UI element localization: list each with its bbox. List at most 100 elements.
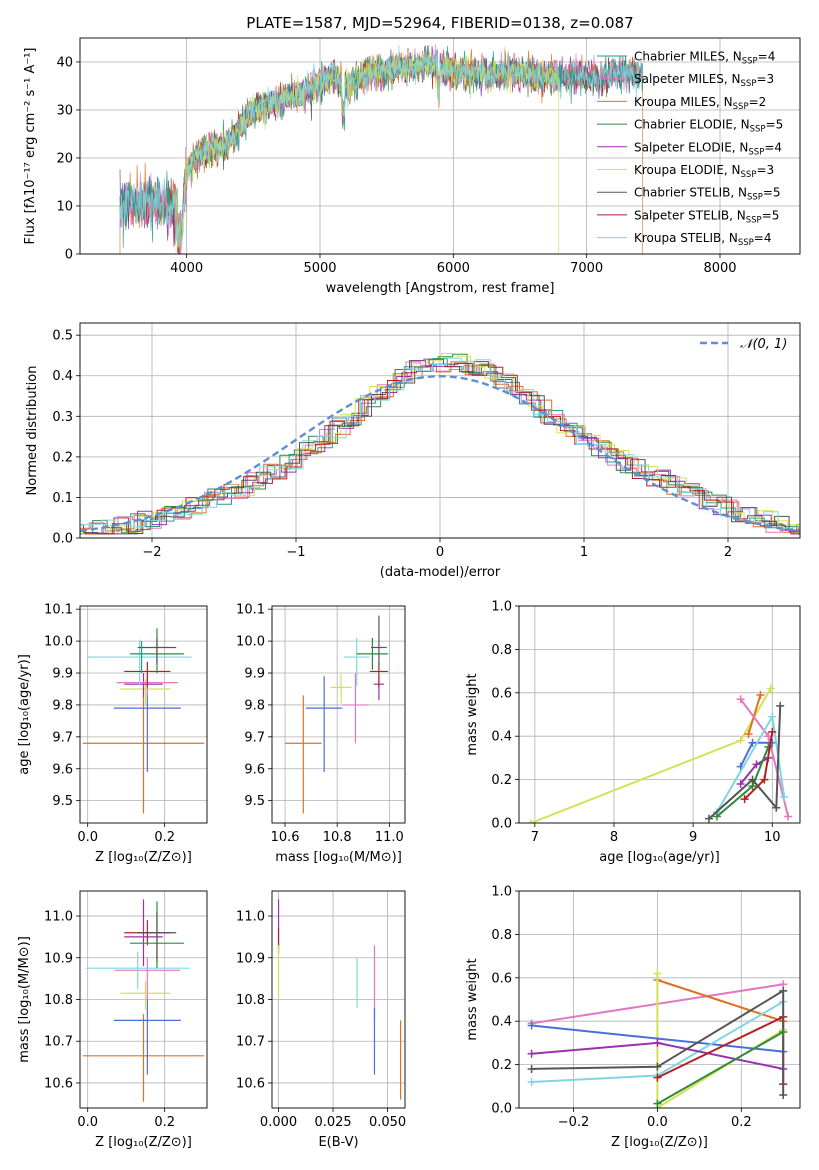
x-tick-label: 7 (531, 830, 539, 845)
z_vs_age-ylabel: age [log₁₀(age/yr)] (17, 654, 32, 775)
residuals-frame (79, 322, 801, 539)
y-tick-label: 9.9 (244, 667, 265, 682)
y-tick-label: 10.9 (236, 951, 265, 966)
age_vs_massweight-ylabel: mass weight (465, 673, 480, 755)
x-tick-label: 10 (764, 830, 781, 845)
legend-entry: Salpeter ELODIE, NSSP=4 (634, 140, 782, 157)
y-tick-label: 11.0 (44, 910, 73, 925)
age_vs_massweight-plot-area (526, 684, 793, 823)
massweight-series-line (716, 713, 786, 813)
y-tick-label: 0.8 (491, 928, 512, 943)
z_vs_mass-plot-area (82, 899, 205, 1102)
y-tick-label: 9.5 (244, 794, 265, 809)
massweight-marker (526, 819, 535, 823)
y-tick-label: 0.6 (491, 686, 512, 701)
mass_vs_age-xlabel: mass [log₁₀(M/M⊙)] (275, 850, 402, 865)
y-tick-label: 11.0 (236, 910, 265, 925)
y-tick-label: 10.7 (236, 1035, 265, 1050)
massweight-marker (760, 775, 769, 784)
y-tick-label: 9.7 (52, 730, 73, 745)
massweight-marker (736, 736, 745, 745)
y-tick-label: 0.0 (52, 532, 73, 547)
spectrum-legend: Chabrier MILES, NSSP=4 Salpeter MILES, NS… (597, 50, 783, 248)
z_vs_age-ticks: 0.0 0.2 9.5 9.6 9.7 9.8 9.9 10.0 10.1 (44, 603, 175, 845)
z_vs_massweight-ylabel: mass weight (465, 958, 480, 1040)
x-tick-label: 10.6 (271, 830, 300, 845)
histogram-series-steps (80, 357, 800, 529)
spectrum-xlabel: wavelength [Angstrom, rest frame] (326, 281, 555, 296)
x-tick-label: 4000 (170, 261, 203, 276)
x-tick-label: −2 (142, 545, 161, 560)
y-tick-label: 0.4 (491, 1015, 512, 1030)
massweight-series-line (531, 989, 785, 1095)
spectrum-ylabel: Flux [fλ10⁻¹⁷ erg cm⁻² s⁻¹ A⁻¹] (23, 48, 38, 245)
x-tick-label: 0.000 (260, 1115, 297, 1130)
residuals-ylabel: Normed distribution (25, 366, 40, 496)
age_vs_massweight-xlabel: age [log₁₀(age/yr)] (599, 850, 720, 865)
massweight-marker (779, 986, 788, 995)
z_vs_massweight-plot-area (527, 969, 788, 1108)
y-tick-label: 0.0 (491, 1102, 512, 1117)
x-tick-label: 0.025 (314, 1115, 351, 1130)
spectrum-panel: 4000 5000 6000 7000 8000 0 10 20 30 40 wavelength … (23, 37, 801, 296)
x-tick-label: 8000 (703, 261, 736, 276)
z_vs_mass-xlabel: Z [log₁₀(Z/Z⊙)] (95, 1135, 192, 1150)
y-tick-label: 10.6 (44, 1076, 73, 1091)
massweight-marker (653, 1038, 662, 1047)
z_vs_mass-ylabel: mass [log₁₀(M/M⊙)] (17, 936, 32, 1063)
x-tick-label: 0.0 (77, 830, 98, 845)
massweight-marker (527, 1077, 536, 1086)
x-tick-label: −0.2 (558, 1115, 590, 1130)
y-tick-label: 10.1 (236, 603, 265, 618)
y-tick-label: 0.5 (52, 329, 73, 344)
y-tick-label: 9.9 (52, 667, 73, 682)
massweight-marker (779, 1090, 788, 1099)
legend-entry: Chabrier STELIB, NSSP=5 (634, 186, 781, 203)
x-tick-label: 6000 (437, 261, 470, 276)
y-tick-label: 40 (56, 56, 73, 71)
y-tick-label: 20 (56, 152, 73, 167)
y-tick-label: 10.6 (236, 1076, 265, 1091)
legend-entry: 𝒩(0, 1) (740, 337, 787, 352)
z_vs_age-panel: 0.0 0.2 9.5 9.6 9.7 9.8 9.9 10.0 10.1 Z [log₁₀(Z/… (17, 603, 208, 865)
z_vs_mass-panel: 0.0 0.2 10.6 10.7 10.8 10.9 11.0 Z [log₁₀(Z/Z⊙)… (17, 890, 208, 1150)
z_vs_age-plot-area (82, 628, 205, 814)
y-tick-label: 30 (56, 104, 73, 119)
x-tick-label: 7000 (570, 261, 603, 276)
ebv_vs_mass-panel: 0.000 0.025 0.050 10.6 10.7 10.8 10.9 11.0 E(B-V… (236, 890, 406, 1150)
z_vs_massweight-ticks: −0.2 0.0 0.2 0.0 0.2 0.4 0.6 0.8 1.0 (491, 885, 751, 1131)
y-tick-label: 9.8 (244, 698, 265, 713)
y-tick-label: 10.0 (44, 635, 73, 650)
massweight-marker (653, 969, 662, 978)
y-tick-label: 1.0 (491, 600, 512, 615)
residuals-panel: −2 −1 0 1 2 0.0 0.1 0.2 0.3 0.4 0.5 (data-model)/er… (25, 322, 801, 580)
massweight-marker (779, 1028, 788, 1037)
histogram-series-steps (80, 353, 800, 535)
massweight-marker (704, 814, 713, 823)
y-tick-label: 0.0 (491, 817, 512, 832)
y-tick-label: 10.8 (236, 993, 265, 1008)
massweight-marker (756, 690, 765, 699)
y-tick-label: 9.6 (244, 762, 265, 777)
massweight-marker (748, 775, 757, 784)
residuals-plot-area (80, 353, 800, 535)
legend-entry: Chabrier MILES, NSSP=4 (634, 50, 775, 67)
ebv_vs_mass-grid (272, 891, 405, 1108)
massweight-marker (527, 1049, 536, 1058)
spectrum-frame (79, 37, 801, 255)
x-tick-label: 10.8 (323, 830, 352, 845)
figure-title: PLATE=1587, MJD=52964, FIBERID=0138, z=0… (246, 14, 633, 32)
x-tick-label: 5000 (303, 261, 336, 276)
age_vs_massweight-ticks: 7 8 9 10 0.0 0.2 0.4 0.6 0.8 1.0 (491, 600, 780, 846)
legend-entry: Kroupa ELODIE, NSSP=3 (634, 163, 774, 180)
x-tick-label: 0.0 (647, 1115, 668, 1130)
y-tick-label: 10.7 (44, 1035, 73, 1050)
y-tick-label: 10.0 (236, 635, 265, 650)
x-tick-label: 1 (580, 545, 588, 560)
z_vs_mass-ticks: 0.0 0.2 10.6 10.7 10.8 10.9 11.0 (44, 910, 175, 1130)
y-tick-label: 1.0 (491, 885, 512, 900)
x-tick-label: 8 (610, 830, 618, 845)
massweight-marker (653, 1062, 662, 1071)
x-tick-label: 0.2 (154, 1115, 175, 1130)
y-tick-label: 9.7 (244, 730, 265, 745)
